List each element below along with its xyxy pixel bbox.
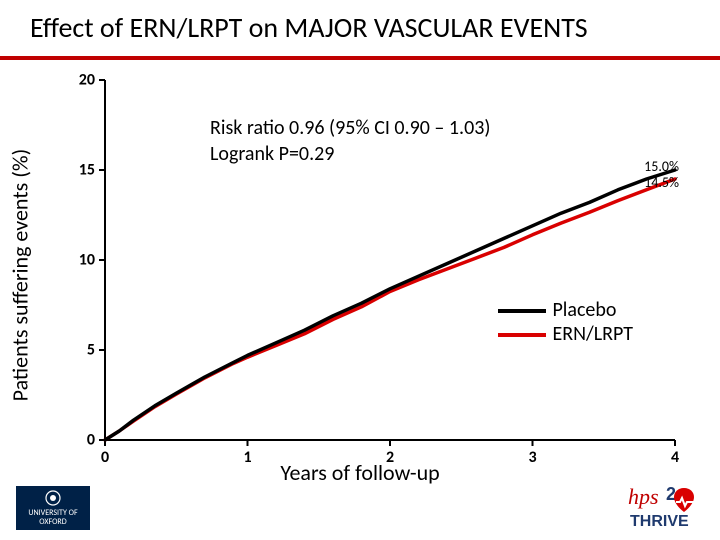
legend-item-ern: ERN/LRPT <box>498 322 633 346</box>
plot-region: Risk ratio 0.96 (95% CI 0.90 – 1.03) Log… <box>105 80 675 440</box>
svg-text:THRIVE: THRIVE <box>630 513 689 530</box>
slide-title: Effect of ERN/LRPT on MAJOR VASCULAR EVE… <box>30 10 700 45</box>
legend-item-placebo: Placebo <box>498 298 633 322</box>
logrank-text: Logrank P=0.29 <box>210 142 334 166</box>
legend: Placebo ERN/LRPT <box>498 298 633 346</box>
legend-swatch-placebo <box>498 309 546 313</box>
risk-ratio-text: Risk ratio 0.96 (95% CI 0.90 – 1.03) <box>210 116 490 140</box>
hps2thrive-logo: hps 2 THRIVE <box>624 482 704 534</box>
x-axis-label: Years of follow-up <box>30 459 690 486</box>
chart-area: Patients suffering events (%) Risk ratio… <box>30 70 690 480</box>
oxford-text-bottom: OXFORD <box>39 517 66 527</box>
oxford-crest-icon <box>44 489 62 507</box>
slide: Effect of ERN/LRPT on MAJOR VASCULAR EVE… <box>0 0 720 540</box>
end-label-ern: 14.5% <box>644 174 679 191</box>
y-tick-label: 10 <box>65 251 95 270</box>
legend-label-placebo: Placebo <box>552 298 616 322</box>
legend-label-ern: ERN/LRPT <box>552 322 633 346</box>
y-tick-label: 20 <box>65 71 95 90</box>
title-underline <box>0 56 720 60</box>
y-axis-label: Patients suffering events (%) <box>7 149 34 402</box>
y-tick-label: 5 <box>65 341 95 360</box>
oxford-logo: UNIVERSITY OF OXFORD <box>16 486 90 530</box>
legend-swatch-ern <box>498 333 546 337</box>
svg-text:hps: hps <box>628 484 659 509</box>
end-label-placebo: 15.0% <box>644 158 679 175</box>
svg-text:2: 2 <box>666 484 676 504</box>
y-tick-label: 0 <box>65 431 95 450</box>
y-tick-label: 15 <box>65 161 95 180</box>
